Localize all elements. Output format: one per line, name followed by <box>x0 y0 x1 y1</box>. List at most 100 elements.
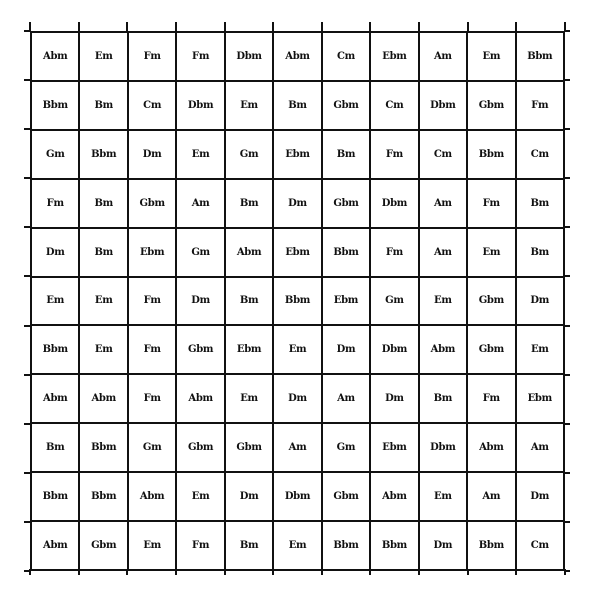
grid-cell: Dm <box>516 277 565 327</box>
grid-cell: Gbm <box>468 81 517 131</box>
grid-cell: Cm <box>516 522 565 571</box>
grid-cell: Am <box>177 179 226 229</box>
grid-cell: Bbm <box>80 473 129 523</box>
grid-cell: Bbm <box>32 81 81 131</box>
grid-cell: Abm <box>371 473 420 523</box>
grid-cell: Fm <box>128 375 178 425</box>
grid-cell: Ebm <box>128 228 178 278</box>
grid-line-tick <box>24 79 31 82</box>
grid-cell: Bbm <box>32 326 81 376</box>
grid-cell: Gbm <box>177 326 226 376</box>
grid-cell: Ebm <box>371 33 420 82</box>
grid-line-tick <box>564 373 570 376</box>
grid-line-tick <box>24 324 31 327</box>
grid-cell: Abm <box>32 522 81 571</box>
grid-cell: Ebm <box>274 130 323 180</box>
grid-cell: Fm <box>371 228 420 278</box>
grid-line-tick <box>564 471 570 474</box>
grid-cell: Bbm <box>274 277 323 327</box>
grid-line-tick <box>515 569 518 575</box>
grid-cell: Gbm <box>322 81 372 131</box>
grid-cell: Dbm <box>419 81 469 131</box>
grid-cell: Gm <box>32 130 81 180</box>
grid-line-tick <box>369 569 372 575</box>
grid-cell: Fm <box>128 326 178 376</box>
grid-cell: Dm <box>274 375 323 425</box>
grid-cell: Em <box>468 228 517 278</box>
grid-cell: Bm <box>419 375 469 425</box>
grid-cell: Bm <box>516 179 565 229</box>
grid-cell: Ebm <box>274 228 323 278</box>
grid-line-tick <box>564 22 566 32</box>
grid-cell: Em <box>419 473 469 523</box>
grid-line-tick <box>466 22 469 32</box>
grid-cell: Em <box>177 473 226 523</box>
grid-cell: Fm <box>468 179 517 229</box>
grid-cell: Dm <box>128 130 178 180</box>
grid-cell: Bm <box>225 277 275 327</box>
grid-line-tick <box>564 128 570 131</box>
grid-line-tick <box>24 177 31 180</box>
grid-cell: Bbm <box>32 473 81 523</box>
grid-line-tick <box>369 22 372 32</box>
grid-cell: Em <box>80 33 129 82</box>
grid-line-tick <box>564 569 566 575</box>
grid-line-tick <box>223 22 226 32</box>
grid-cell: Abm <box>225 228 275 278</box>
grid-cell: Ebm <box>322 277 372 327</box>
grid-line-tick <box>515 22 518 32</box>
grid-line-tick <box>564 570 570 572</box>
grid-cell: Em <box>225 81 275 131</box>
grid-cell: Bbm <box>80 424 129 474</box>
grid-cell: Gm <box>225 130 275 180</box>
grid-cell: Bm <box>80 179 129 229</box>
grid-cell: Dm <box>516 473 565 523</box>
grid-cell: Abm <box>177 375 226 425</box>
grid-line-tick <box>564 79 570 82</box>
grid-cell: Gm <box>177 228 226 278</box>
grid-cell: Bm <box>32 424 81 474</box>
grid-cell: Gm <box>128 424 178 474</box>
grid-cell: Bbm <box>322 228 372 278</box>
grid-cell: Fm <box>128 277 178 327</box>
grid-line-tick <box>174 569 177 575</box>
grid-cell: Fm <box>128 33 178 82</box>
grid-cell: Ebm <box>371 424 420 474</box>
grid-cell: Abm <box>274 33 323 82</box>
grid-cell: Abm <box>419 326 469 376</box>
grid-cell: Em <box>516 326 565 376</box>
grid-cell: Fm <box>32 179 81 229</box>
grid-cell: Gbm <box>128 179 178 229</box>
grid-cell: Gm <box>371 277 420 327</box>
grid-cell: Bm <box>516 228 565 278</box>
grid-cell: Ebm <box>516 375 565 425</box>
grid-cell: Dm <box>274 179 323 229</box>
grid-cell: Em <box>177 130 226 180</box>
grid-line-tick <box>24 570 31 572</box>
grid-cell: Gbm <box>322 179 372 229</box>
grid-cell: Em <box>80 277 129 327</box>
grid-cell: Bbm <box>516 33 565 82</box>
grid-cell: Bm <box>80 228 129 278</box>
grid-cell: Em <box>419 277 469 327</box>
grid-cell: Am <box>322 375 372 425</box>
grid-line-tick <box>24 471 31 474</box>
grid-cell: Em <box>80 326 129 376</box>
grid-cell: Gbm <box>177 424 226 474</box>
grid-cell: Gbm <box>468 326 517 376</box>
grid-cell: Bm <box>225 179 275 229</box>
grid-line-tick <box>24 422 31 425</box>
grid-cell: Am <box>274 424 323 474</box>
grid-line-tick <box>272 22 275 32</box>
grid-cell: Gbm <box>468 277 517 327</box>
grid-cell: Em <box>274 326 323 376</box>
grid-line-tick <box>29 569 31 575</box>
grid-cell: Gm <box>322 424 372 474</box>
grid-cell: Dbm <box>274 473 323 523</box>
grid-cell: Bm <box>274 81 323 131</box>
grid-cell: Em <box>274 522 323 571</box>
grid-line-tick <box>24 30 31 32</box>
grid-cell: Gbm <box>322 473 372 523</box>
grid-line-tick <box>24 128 31 131</box>
grid-cell: Dbm <box>225 33 275 82</box>
